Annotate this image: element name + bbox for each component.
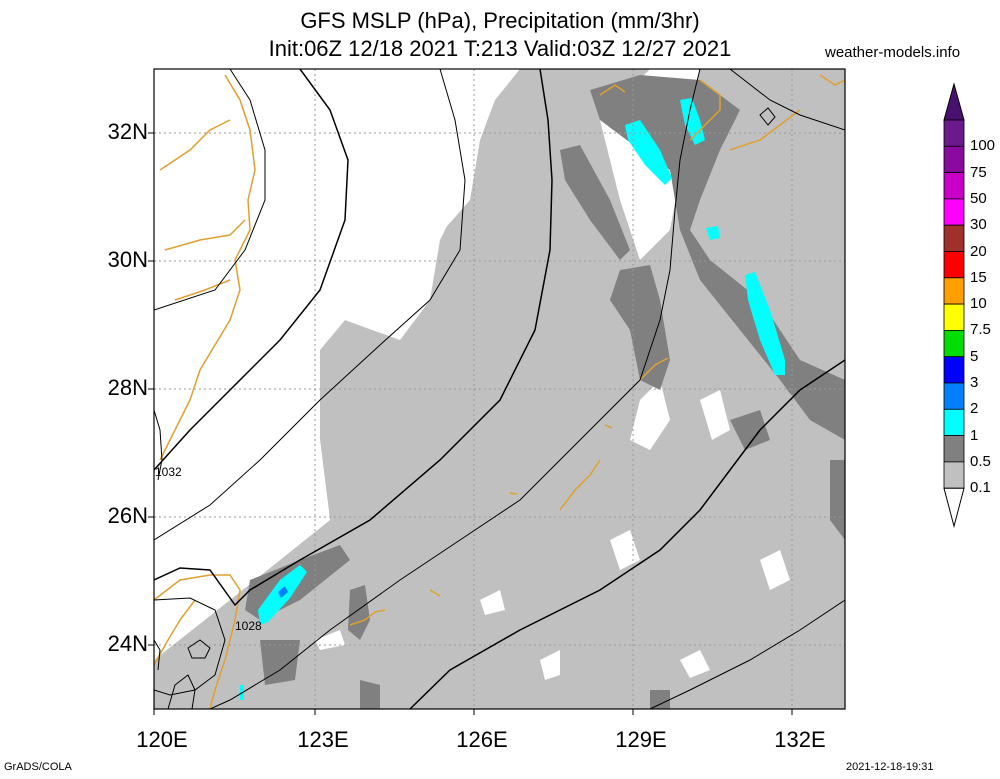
isobar-label-1028: 1028 bbox=[235, 619, 262, 633]
colorbar-label: 0.5 bbox=[970, 452, 991, 470]
colorbar-swatch bbox=[943, 251, 965, 279]
lon-label-120e: 120E bbox=[136, 727, 188, 752]
chart-title-line1: GFS MSLP (hPa), Precipitation (mm/3hr) bbox=[300, 8, 700, 33]
colorbar-swatch bbox=[943, 408, 965, 436]
colorbar-swatch bbox=[943, 145, 965, 174]
lat-label-24n: 24N bbox=[107, 631, 148, 656]
colorbar-swatch bbox=[943, 172, 965, 200]
map-grid bbox=[154, 69, 845, 709]
colorbar-label: 3 bbox=[970, 374, 979, 391]
footer-software: GrADS/COLA bbox=[4, 761, 72, 773]
colorbar-label: 0.1 bbox=[970, 479, 991, 497]
colorbar-bottom-triangle bbox=[943, 487, 965, 529]
colorbar-label: 5 bbox=[970, 347, 979, 365]
lon-label-132e: 132E bbox=[774, 727, 826, 752]
colorbar-swatch bbox=[943, 461, 965, 489]
colorbar-swatch bbox=[943, 277, 965, 305]
chart-title-line2: Init:06Z 12/18 2021 T:213 Valid:03Z 12/2… bbox=[268, 36, 732, 61]
colorbar-label: 75 bbox=[970, 163, 987, 181]
colorbar-label: 50 bbox=[970, 189, 987, 207]
isobar-label-1032: 1032 bbox=[155, 465, 182, 479]
axis-ticks bbox=[148, 132, 793, 715]
colorbar-label: 10 bbox=[970, 295, 987, 313]
colorbar-label: 1 bbox=[970, 426, 979, 444]
source-label: weather-models.info bbox=[825, 44, 961, 61]
lat-label-26n: 26N bbox=[107, 503, 148, 528]
lat-label-28n: 28N bbox=[107, 375, 148, 400]
colorbar bbox=[943, 82, 965, 529]
map-area: 1032 1028 bbox=[154, 69, 845, 709]
colorbar-swatch bbox=[943, 198, 965, 226]
footer-timestamp: 2021-12-18-19:31 bbox=[846, 761, 934, 773]
lat-label-30n: 30N bbox=[107, 247, 148, 272]
colorbar-label: 30 bbox=[970, 216, 987, 234]
colorbar-swatch bbox=[943, 119, 965, 147]
precip-2-shading bbox=[278, 586, 288, 598]
colorbar-swatch bbox=[943, 356, 965, 384]
colorbar-swatch bbox=[943, 382, 965, 410]
isobars bbox=[154, 69, 845, 709]
colorbar-top-triangle bbox=[943, 82, 965, 121]
colorbar-label: 7.5 bbox=[970, 321, 991, 339]
lat-label-32n: 32N bbox=[107, 119, 148, 144]
lon-label-123e: 123E bbox=[297, 727, 349, 752]
coastlines bbox=[154, 74, 845, 709]
colorbar-swatch bbox=[943, 435, 965, 463]
colorbar-label: 20 bbox=[970, 242, 987, 260]
colorbar-label: 100 bbox=[970, 137, 996, 155]
colorbar-label: 15 bbox=[970, 268, 987, 286]
colorbar-swatch bbox=[943, 303, 965, 331]
lon-label-126e: 126E bbox=[456, 727, 508, 752]
colorbar-swatch bbox=[943, 224, 965, 252]
lon-label-129e: 129E bbox=[615, 727, 667, 752]
colorbar-label: 2 bbox=[970, 400, 979, 418]
colorbar-swatch bbox=[943, 329, 965, 358]
